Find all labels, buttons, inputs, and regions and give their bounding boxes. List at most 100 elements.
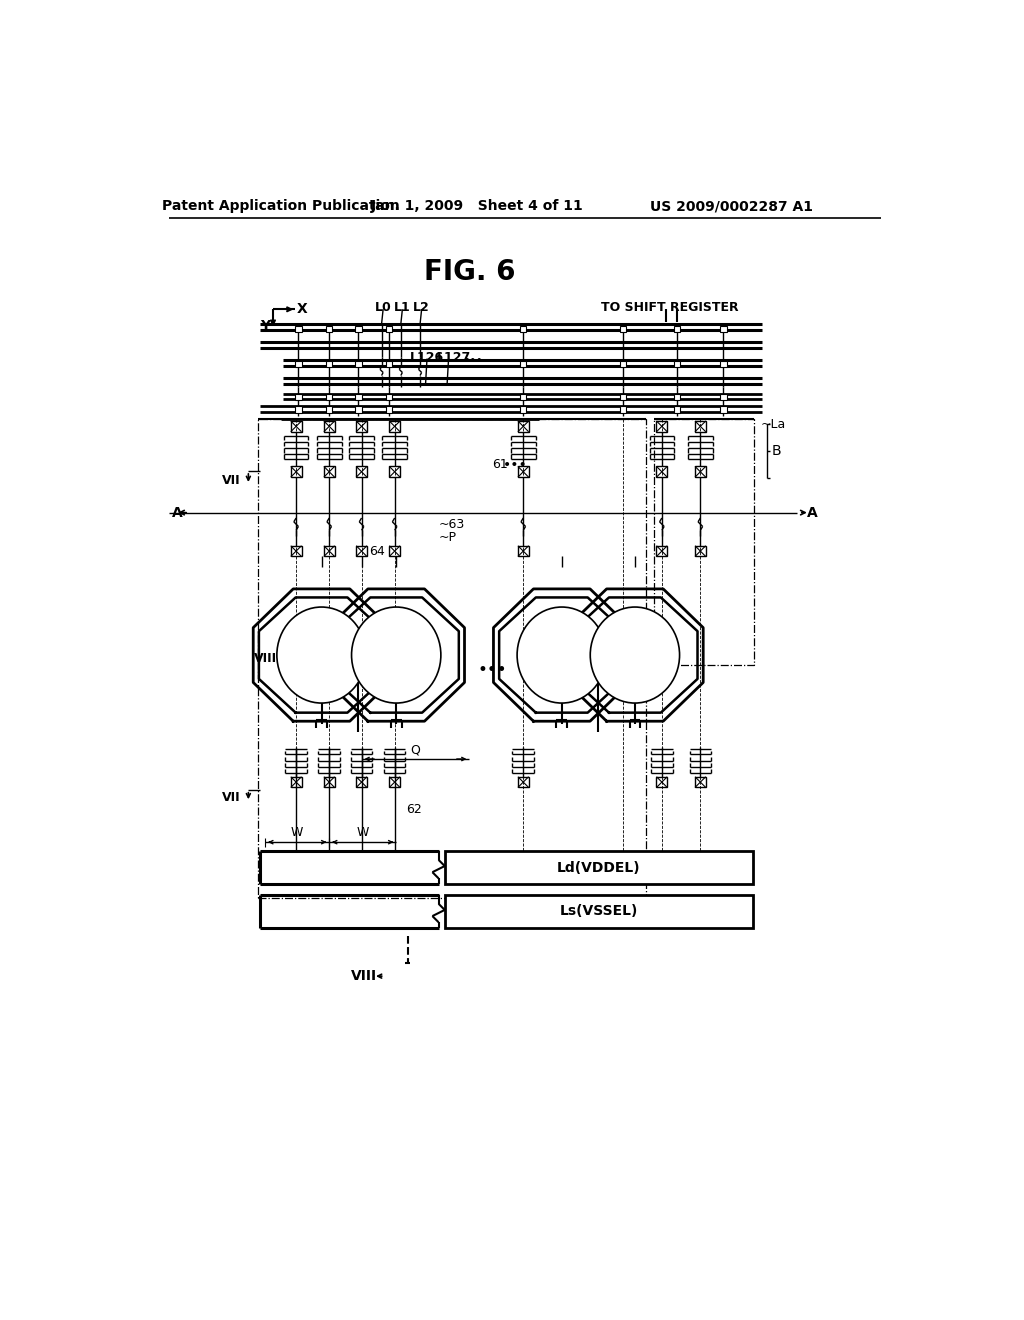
Text: W: W — [356, 826, 369, 840]
Text: 64: 64 — [370, 545, 385, 557]
Bar — [355, 326, 361, 333]
Text: Q: Q — [411, 743, 421, 756]
Bar — [674, 407, 680, 412]
Bar — [674, 360, 680, 367]
Text: ~La: ~La — [761, 417, 785, 430]
Bar — [444, 851, 753, 884]
Bar — [355, 395, 361, 400]
Bar — [295, 395, 301, 400]
Bar — [621, 395, 627, 400]
Bar — [621, 326, 627, 333]
Ellipse shape — [276, 607, 367, 704]
Bar — [295, 407, 301, 412]
Bar — [324, 466, 335, 478]
Text: VII: VII — [222, 791, 241, 804]
Text: VIII: VIII — [254, 652, 276, 665]
Text: L126: L126 — [410, 351, 444, 363]
Ellipse shape — [517, 607, 606, 704]
Text: L127: L127 — [437, 351, 471, 363]
Text: 61: 61 — [493, 458, 508, 471]
Text: Patent Application Publication: Patent Application Publication — [162, 199, 399, 213]
Bar — [656, 421, 668, 432]
Text: X: X — [297, 301, 307, 315]
Text: A: A — [807, 506, 817, 520]
Text: L1: L1 — [394, 301, 411, 314]
Text: Ld(VDDEL): Ld(VDDEL) — [557, 861, 641, 875]
Bar — [386, 395, 392, 400]
Bar — [389, 421, 400, 432]
Text: W: W — [291, 826, 303, 840]
Text: Ls(VSSEL): Ls(VSSEL) — [559, 904, 638, 919]
Bar — [355, 360, 361, 367]
Text: Jan. 1, 2009   Sheet 4 of 11: Jan. 1, 2009 Sheet 4 of 11 — [371, 199, 584, 213]
Text: 62: 62 — [407, 803, 422, 816]
Bar — [695, 545, 706, 557]
Bar — [326, 326, 333, 333]
Bar — [356, 421, 367, 432]
Bar — [621, 407, 627, 412]
Bar — [386, 360, 392, 367]
Bar — [695, 466, 706, 478]
Bar — [656, 545, 668, 557]
Ellipse shape — [351, 607, 441, 704]
Text: •••: ••• — [503, 458, 528, 471]
Bar — [389, 545, 400, 557]
Bar — [291, 776, 301, 788]
Text: •••: ••• — [464, 355, 483, 366]
Text: Y: Y — [260, 319, 270, 333]
Text: US 2009/0002287 A1: US 2009/0002287 A1 — [649, 199, 813, 213]
Bar — [518, 466, 528, 478]
Bar — [291, 545, 301, 557]
Bar — [518, 545, 528, 557]
Bar — [389, 466, 400, 478]
Bar — [326, 395, 333, 400]
Text: VII: VII — [222, 474, 241, 487]
Bar — [444, 895, 753, 928]
Bar — [326, 407, 333, 412]
Text: FIG. 6: FIG. 6 — [424, 259, 515, 286]
Bar — [324, 776, 335, 788]
Text: L2: L2 — [414, 301, 430, 314]
Bar — [695, 776, 706, 788]
Bar — [720, 407, 727, 412]
Bar — [356, 776, 367, 788]
Bar — [389, 776, 400, 788]
Text: TO SHIFT REGISTER: TO SHIFT REGISTER — [601, 301, 738, 314]
Bar — [291, 466, 301, 478]
Text: VIII: VIII — [351, 969, 377, 983]
Bar — [324, 421, 335, 432]
Bar — [520, 407, 526, 412]
Text: B: B — [772, 444, 781, 458]
Bar — [355, 407, 361, 412]
Bar — [356, 466, 367, 478]
Bar — [520, 360, 526, 367]
Bar — [593, 640, 603, 647]
Bar — [520, 326, 526, 333]
Bar — [324, 545, 335, 557]
Bar — [258, 418, 646, 898]
Bar — [621, 360, 627, 367]
Bar — [520, 395, 526, 400]
Bar — [353, 640, 364, 647]
Bar — [518, 421, 528, 432]
Text: ~63: ~63 — [438, 519, 465, 532]
Bar — [656, 776, 668, 788]
Bar — [674, 395, 680, 400]
Bar — [295, 360, 301, 367]
Bar — [654, 418, 755, 665]
Text: L0: L0 — [375, 301, 391, 314]
Text: 64: 64 — [423, 644, 439, 657]
Bar — [356, 545, 367, 557]
Text: A: A — [172, 506, 183, 520]
Bar — [326, 360, 333, 367]
Bar — [720, 360, 727, 367]
Bar — [518, 776, 528, 788]
Bar — [720, 326, 727, 333]
Text: •••: ••• — [477, 661, 507, 680]
Bar — [720, 395, 727, 400]
Text: ~P: ~P — [438, 531, 457, 544]
Bar — [674, 326, 680, 333]
Bar — [386, 407, 392, 412]
Bar — [291, 421, 301, 432]
Ellipse shape — [590, 607, 680, 704]
